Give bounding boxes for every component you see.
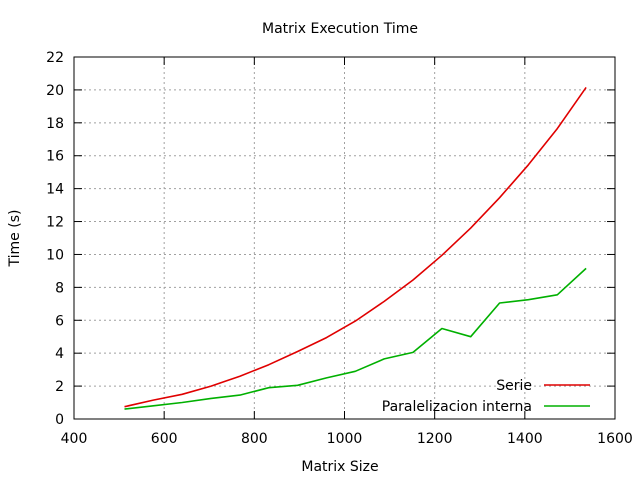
- x-tick-label: 1600: [597, 431, 633, 447]
- y-axis-label: Time (s): [7, 210, 23, 268]
- series-layer: [124, 86, 587, 410]
- legend: Serie Paralelizacion interna: [382, 378, 590, 415]
- x-tick-label: 600: [151, 431, 178, 447]
- series-line-0: [124, 86, 587, 408]
- legend-label-0: Serie: [496, 378, 532, 394]
- x-tick-label: 1000: [327, 431, 363, 447]
- y-tick-label: 18: [46, 116, 64, 132]
- x-tick-label: 800: [241, 431, 268, 447]
- y-tick-label: 6: [55, 313, 64, 329]
- x-tick-label: 400: [61, 431, 88, 447]
- x-tick-label: 1400: [507, 431, 543, 447]
- y-tick-label: 0: [55, 412, 64, 428]
- y-tick-label: 10: [46, 247, 64, 263]
- y-tick-label: 14: [46, 182, 64, 198]
- x-axis-label: Matrix Size: [301, 459, 378, 475]
- y-tick-label: 16: [46, 149, 64, 165]
- plot-frame: [73, 56, 616, 420]
- y-tick-label: 8: [55, 280, 64, 296]
- tick-labels: 0 2 4 6 8 10 12 14 16 18 20 22 400 600 800 1000 1200 1400…: [46, 50, 633, 447]
- grid-lines: [74, 57, 615, 419]
- legend-label-1: Paralelizacion interna: [382, 399, 532, 415]
- x-tick-label: 1200: [417, 431, 453, 447]
- y-tick-label: 12: [46, 215, 64, 231]
- series-line-1: [124, 267, 587, 410]
- y-tick-label: 2: [55, 379, 64, 395]
- chart-title: Matrix Execution Time: [262, 21, 418, 37]
- y-tick-label: 20: [46, 83, 64, 99]
- y-tick-label: 22: [46, 50, 64, 66]
- y-tick-label: 4: [55, 346, 64, 362]
